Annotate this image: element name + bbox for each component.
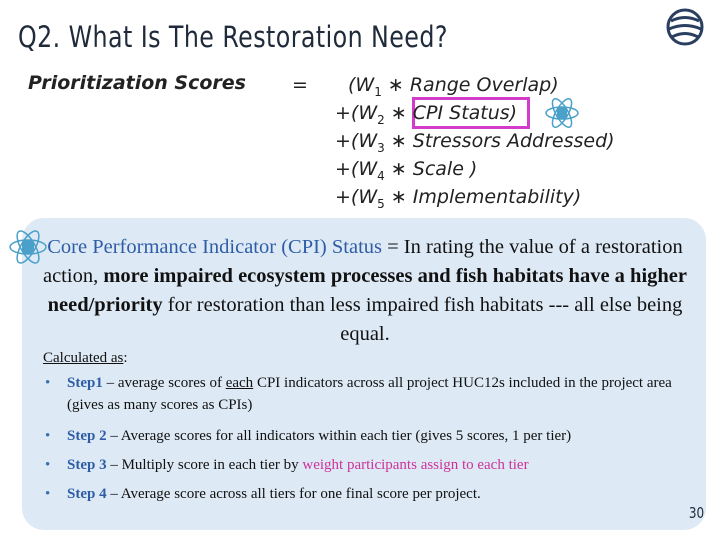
criterion: ∗ Stressors Addressed)	[390, 130, 615, 152]
formula-equals: =	[292, 74, 308, 96]
slide-title: Q2. What Is The Restoration Need?	[18, 20, 448, 54]
formula-row: (W1 ∗ Range Overlap)	[348, 74, 559, 99]
step: Step 3 – Multiply score in each tier by …	[45, 454, 685, 476]
criterion: ∗ CPI Status)	[390, 102, 518, 124]
highlight-box	[412, 97, 530, 129]
weight: +(W	[335, 158, 378, 180]
step: Step 4 – Average score across all tiers …	[45, 483, 685, 505]
weight-index: 3	[377, 140, 385, 155]
text-run: each	[225, 375, 254, 391]
weight-index: 5	[377, 196, 385, 211]
text-run: – Multiply score in each tier by	[106, 457, 303, 473]
text-run: Step 2	[67, 428, 107, 444]
weight: +(W	[335, 102, 378, 124]
text-run: Calculated as	[43, 350, 124, 366]
text-run: weight participants assign to each tier	[302, 457, 529, 473]
text-run: = In rating the value of a restoration a…	[42, 236, 683, 287]
criterion: ∗ Implementability)	[390, 186, 582, 208]
weight-index: 1	[374, 84, 382, 99]
text-run: – Average score across all tiers for one…	[106, 486, 481, 502]
step: Step1 – average scores of each CPI indic…	[45, 372, 685, 416]
formula-row: +(W3 ∗ Stressors Addressed)	[335, 130, 615, 155]
text-run: Step 4	[67, 486, 107, 502]
text-run: – Average scores for all indicators with…	[106, 428, 572, 444]
weight-index: 4	[377, 168, 385, 183]
logo	[666, 8, 704, 46]
formula-lhs: Prioritization Scores	[28, 72, 246, 94]
formula-row: +(W5 ∗ Implementability)	[335, 186, 581, 211]
weight-index: 2	[377, 112, 385, 127]
page-number: 30	[688, 504, 705, 522]
formula-row: +(W2 ∗ CPI Status)	[335, 102, 517, 127]
text-run: Step 3	[67, 457, 107, 473]
text-run: Core Performance Indicator (CPI) Status	[47, 236, 382, 258]
text-run: Step1	[67, 375, 103, 391]
definition: Core Performance Indicator (CPI) Status …	[40, 233, 690, 349]
weight: (W	[348, 74, 375, 96]
calculated-heading: Calculated as:	[43, 350, 128, 367]
criterion: ∗ Scale )	[390, 158, 478, 180]
text-run: – average scores of	[102, 375, 226, 391]
atom-icon	[545, 98, 579, 128]
step: Step 2 – Average scores for all indicato…	[45, 425, 685, 447]
criterion: ∗ Range Overlap)	[387, 74, 559, 96]
text-run: :	[123, 350, 128, 366]
weight: +(W	[335, 186, 378, 208]
text-run: more impaired ecosystem processes and fi…	[47, 265, 687, 316]
formula-row: +(W4 ∗ Scale )	[335, 158, 477, 183]
weight: +(W	[335, 130, 378, 152]
text-run: CPI indicators across all project HUC12s…	[67, 375, 672, 413]
text-run: for restoration than less impaired fish …	[162, 294, 683, 345]
atom-icon	[9, 230, 47, 264]
